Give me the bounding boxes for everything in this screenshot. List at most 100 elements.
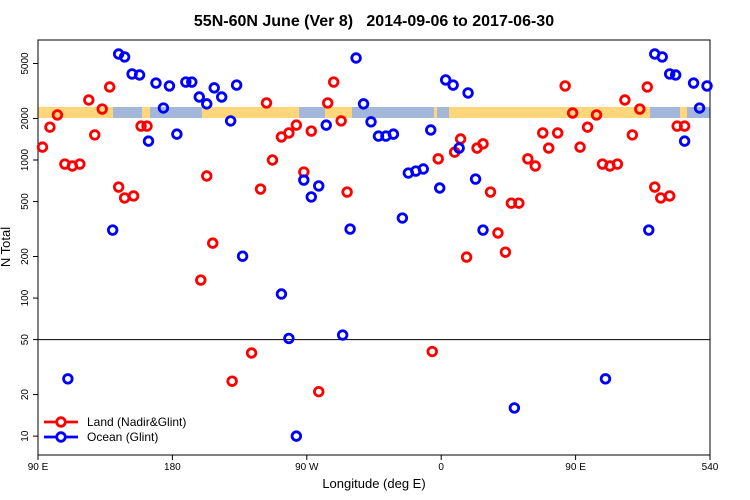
point [581,121,594,133]
x-axis-label: Longitude (deg E) [322,476,425,491]
point [207,237,219,249]
point [492,227,504,239]
point [118,192,131,204]
point [432,153,444,165]
y-tick-label: 5000 [20,52,31,75]
point [305,125,317,137]
point [655,192,667,204]
point [611,158,624,170]
point [484,186,497,198]
point [649,181,661,193]
chart-title: 55N-60N June (Ver 8) 2014-09-06 to 2017-… [194,13,554,30]
legend-marker [55,431,67,443]
x-tick-label: 90 E [565,462,586,473]
point [396,212,409,224]
point [417,163,429,175]
point [626,129,639,141]
point [341,186,353,198]
point [439,74,452,86]
point [663,190,676,202]
point [150,77,162,89]
point [36,141,49,153]
point [469,173,482,185]
point [157,102,170,114]
point [322,97,334,109]
point [447,79,459,91]
y-tick-label: 1000 [20,148,31,171]
point [462,87,474,99]
point [44,121,56,133]
point [193,91,205,103]
point [344,223,356,235]
point [96,103,108,115]
point [508,402,521,414]
point [678,120,691,132]
legend-label: Land (Nadir&Glint) [87,415,186,429]
point [127,190,140,202]
point [236,250,249,262]
point [141,120,153,132]
surface-band [38,107,710,118]
point [559,80,571,92]
point [224,115,237,127]
point [574,141,586,153]
point [298,174,310,186]
point [226,375,238,387]
point [425,124,437,136]
point [106,224,119,236]
legend-label: Ocean (Glint) [87,430,158,444]
x-tick-label: 540 [702,462,719,473]
point [305,191,317,203]
point [477,224,489,236]
y-tick-label: 2000 [20,107,31,130]
y-tick-label: 200 [20,248,31,265]
point [327,76,340,88]
y-tick-label: 50 [20,334,31,346]
point [186,76,198,88]
x-tick-label: 180 [164,462,181,473]
point [133,69,146,81]
point [230,79,243,91]
point [180,76,192,88]
point [350,52,362,64]
point [313,385,325,398]
point [313,180,325,192]
y-tick-label: 100 [20,289,31,306]
point [89,129,101,141]
point [590,109,603,121]
point [426,345,438,358]
point [62,373,74,385]
point [336,329,349,341]
point [522,153,534,165]
point [283,332,295,345]
point [693,102,706,114]
point [208,82,220,94]
point [118,51,131,63]
point [643,224,655,236]
point [619,94,631,106]
point [460,251,473,263]
point [135,120,147,132]
point [112,181,125,193]
point [434,182,446,194]
point [83,94,95,106]
point [701,80,713,92]
point [245,347,258,359]
point [477,138,489,150]
x-tick-label: 90 E [28,462,49,473]
point [453,142,465,154]
point [254,183,267,195]
point [599,373,612,385]
point [335,115,347,127]
x-tick-label: 90 W [295,462,319,473]
point [543,142,555,154]
y-axis-label: N Total [0,227,13,267]
point [195,274,207,286]
point [551,127,564,139]
point [171,128,183,140]
point [499,246,512,258]
point [669,69,682,81]
point [275,288,288,300]
y-tick-label: 500 [20,193,31,210]
